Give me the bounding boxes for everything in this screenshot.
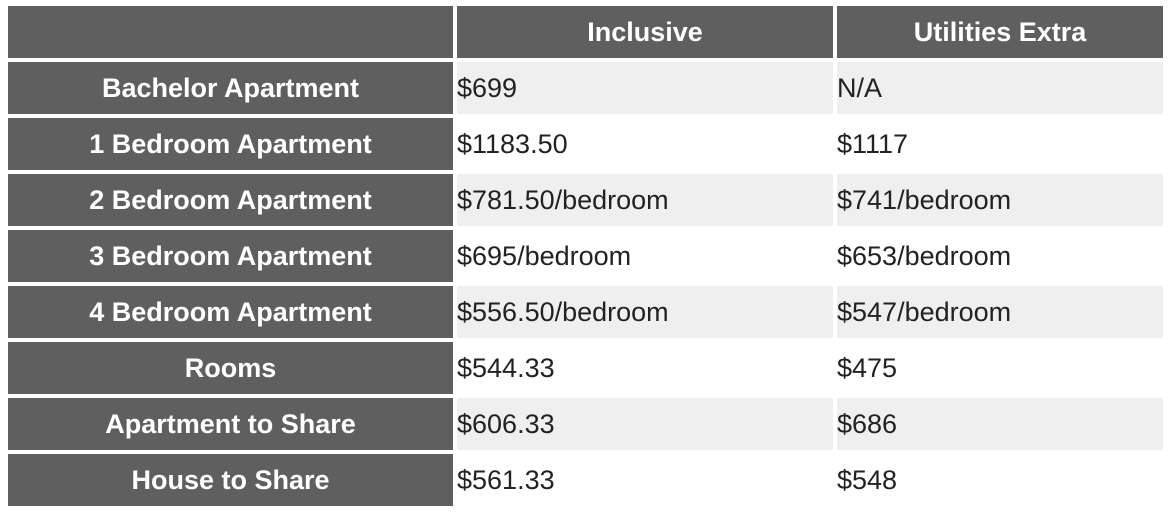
- inclusive-cell: $695/bedroom: [457, 230, 833, 282]
- inclusive-cell: $556.50/bedroom: [457, 286, 833, 338]
- table-row: 1 Bedroom Apartment $1183.50 $1117: [8, 118, 1163, 170]
- inclusive-cell: $781.50/bedroom: [457, 174, 833, 226]
- utilities-extra-cell: $547/bedroom: [837, 286, 1163, 338]
- inclusive-cell: $606.33: [457, 398, 833, 450]
- row-label: 1 Bedroom Apartment: [8, 118, 453, 170]
- row-label: House to Share: [8, 454, 453, 506]
- table-row: House to Share $561.33 $548: [8, 454, 1163, 506]
- row-label: Bachelor Apartment: [8, 62, 453, 114]
- inclusive-cell: $1183.50: [457, 118, 833, 170]
- utilities-extra-cell: $475: [837, 342, 1163, 394]
- rent-table: Inclusive Utilities Extra Bachelor Apart…: [4, 2, 1167, 510]
- corner-header: [8, 6, 453, 58]
- table-row: Apartment to Share $606.33 $686: [8, 398, 1163, 450]
- table-row: 4 Bedroom Apartment $556.50/bedroom $547…: [8, 286, 1163, 338]
- utilities-extra-cell: $653/bedroom: [837, 230, 1163, 282]
- table-row: 2 Bedroom Apartment $781.50/bedroom $741…: [8, 174, 1163, 226]
- utilities-extra-cell: $741/bedroom: [837, 174, 1163, 226]
- table-row: Bachelor Apartment $699 N/A: [8, 62, 1163, 114]
- row-label: 2 Bedroom Apartment: [8, 174, 453, 226]
- utilities-extra-cell: N/A: [837, 62, 1163, 114]
- inclusive-cell: $544.33: [457, 342, 833, 394]
- row-label: Apartment to Share: [8, 398, 453, 450]
- utilities-extra-cell: $1117: [837, 118, 1163, 170]
- utilities-extra-cell: $548: [837, 454, 1163, 506]
- table-row: 3 Bedroom Apartment $695/bedroom $653/be…: [8, 230, 1163, 282]
- table-row: Rooms $544.33 $475: [8, 342, 1163, 394]
- inclusive-cell: $561.33: [457, 454, 833, 506]
- row-label: 3 Bedroom Apartment: [8, 230, 453, 282]
- header-row: Inclusive Utilities Extra: [8, 6, 1163, 58]
- inclusive-header: Inclusive: [457, 6, 833, 58]
- inclusive-cell: $699: [457, 62, 833, 114]
- row-label: Rooms: [8, 342, 453, 394]
- utilities-extra-cell: $686: [837, 398, 1163, 450]
- row-label: 4 Bedroom Apartment: [8, 286, 453, 338]
- utilities-extra-header: Utilities Extra: [837, 6, 1163, 58]
